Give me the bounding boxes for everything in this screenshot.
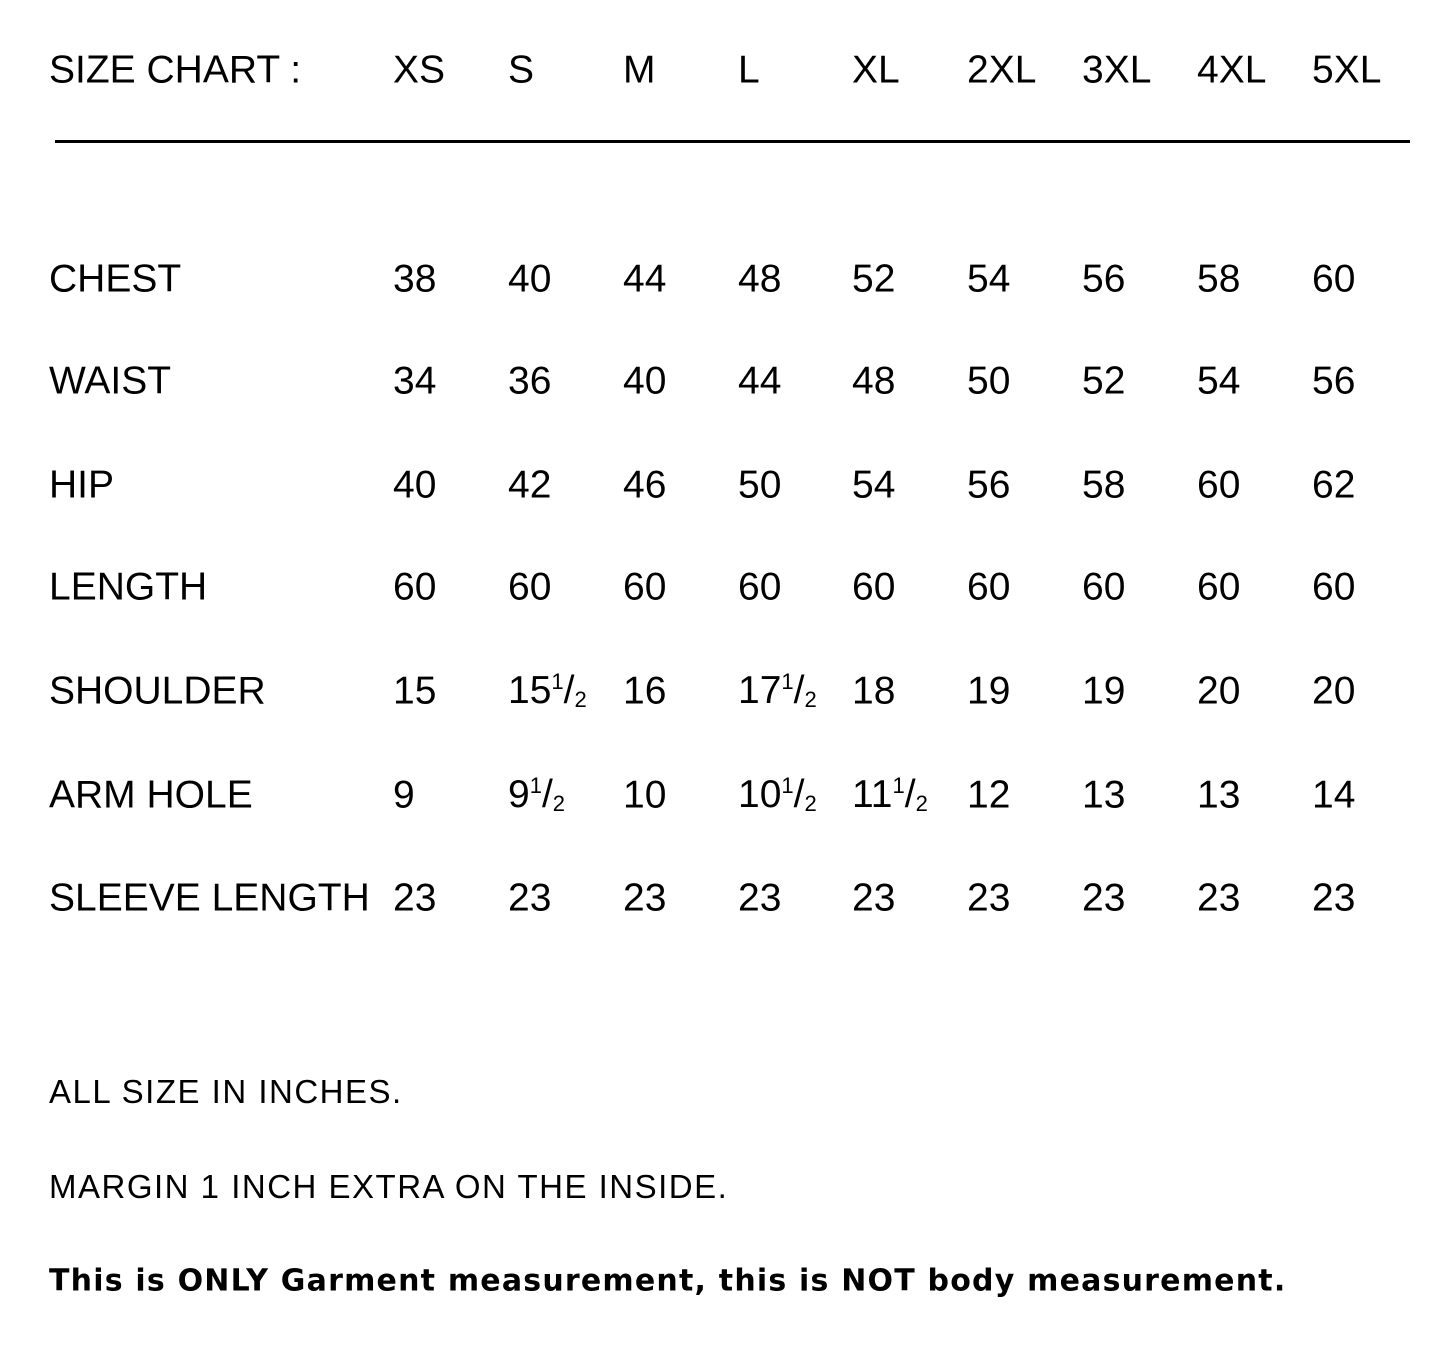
measurement-cell: 56	[1312, 359, 1356, 403]
measurement-cell: 56	[967, 463, 1011, 507]
measurement-cell: 50	[738, 463, 782, 507]
size-chart-title: SIZE CHART :	[49, 48, 302, 92]
measurement-cell: 48	[852, 359, 896, 403]
measurement-cell: 48	[738, 257, 782, 301]
measurement-cell: 60	[852, 565, 896, 609]
size-header-m: M	[623, 48, 656, 92]
measurement-cell: 23	[1312, 876, 1356, 920]
measurement-cell: 19	[967, 669, 1011, 713]
measurement-cell: 40	[623, 359, 667, 403]
size-header-4xl: 4XL	[1197, 48, 1267, 92]
measurement-cell: 9	[393, 773, 415, 817]
measurement-cell: 19	[1082, 669, 1126, 713]
size-header-5xl: 5XL	[1312, 48, 1382, 92]
measurement-cell: 23	[1197, 876, 1241, 920]
measurement-cell: 60	[738, 565, 782, 609]
measurement-cell: 20	[1312, 669, 1356, 713]
measurement-cell: 60	[393, 565, 437, 609]
measurement-cell: 44	[738, 359, 782, 403]
row-label: LENGTH	[49, 565, 208, 609]
measurement-cell: 23	[623, 876, 667, 920]
measurement-cell: 56	[1082, 257, 1126, 301]
measurement-cell: 38	[393, 257, 437, 301]
measurement-cell: 62	[1312, 463, 1356, 507]
measurement-cell: 111/2	[852, 773, 928, 816]
measurement-cell: 60	[1082, 565, 1126, 609]
measurement-cell: 10	[623, 773, 667, 817]
measurement-cell: 23	[738, 876, 782, 920]
measurement-cell: 52	[1082, 359, 1126, 403]
measurement-cell: 91/2	[508, 773, 566, 816]
size-header-s: S	[508, 48, 535, 92]
row-label: HIP	[49, 463, 115, 507]
measurement-cell: 54	[967, 257, 1011, 301]
measurement-cell: 42	[508, 463, 552, 507]
measurement-cell: 60	[1312, 257, 1356, 301]
units-note: ALL SIZE IN INCHES.	[49, 1073, 403, 1110]
measurement-cell: 58	[1197, 257, 1241, 301]
measurement-cell: 60	[1312, 565, 1356, 609]
row-label: WAIST	[49, 359, 172, 403]
size-header-xs: XS	[393, 48, 446, 92]
measurement-cell: 54	[852, 463, 896, 507]
row-label: CHEST	[49, 257, 182, 301]
measurement-cell: 40	[508, 257, 552, 301]
measurement-cell: 171/2	[738, 669, 817, 712]
margin-note: MARGIN 1 INCH EXTRA ON THE INSIDE.	[49, 1168, 729, 1205]
measurement-cell: 60	[508, 565, 552, 609]
measurement-cell: 23	[393, 876, 437, 920]
size-header-3xl: 3XL	[1082, 48, 1152, 92]
measurement-cell: 40	[393, 463, 437, 507]
measurement-cell: 12	[967, 773, 1011, 817]
header-divider	[55, 140, 1410, 143]
row-label: ARM HOLE	[49, 773, 253, 817]
measurement-cell: 44	[623, 257, 667, 301]
measurement-cell: 101/2	[738, 773, 817, 816]
measurement-cell: 60	[623, 565, 667, 609]
measurement-cell: 34	[393, 359, 437, 403]
measurement-cell: 60	[1197, 565, 1241, 609]
disclaimer-note: This is ONLY Garment measurement, this i…	[49, 1263, 1287, 1299]
measurement-cell: 13	[1197, 773, 1241, 817]
size-header-xl: XL	[852, 48, 900, 92]
measurement-cell: 23	[852, 876, 896, 920]
measurement-cell: 20	[1197, 669, 1241, 713]
measurement-cell: 46	[623, 463, 667, 507]
measurement-cell: 13	[1082, 773, 1126, 817]
size-header-2xl: 2XL	[967, 48, 1037, 92]
measurement-cell: 60	[1197, 463, 1241, 507]
measurement-cell: 151/2	[508, 669, 587, 712]
measurement-cell: 18	[852, 669, 896, 713]
measurement-cell: 23	[508, 876, 552, 920]
measurement-cell: 14	[1312, 773, 1356, 817]
measurement-cell: 23	[967, 876, 1011, 920]
measurement-cell: 60	[967, 565, 1011, 609]
measurement-cell: 54	[1197, 359, 1241, 403]
measurement-cell: 23	[1082, 876, 1126, 920]
row-label: SLEEVE LENGTH	[49, 876, 370, 920]
measurement-cell: 50	[967, 359, 1011, 403]
measurement-cell: 52	[852, 257, 896, 301]
size-header-l: L	[738, 48, 760, 92]
measurement-cell: 15	[393, 669, 437, 713]
row-label: SHOULDER	[49, 669, 266, 713]
measurement-cell: 58	[1082, 463, 1126, 507]
measurement-cell: 16	[623, 669, 667, 713]
measurement-cell: 36	[508, 359, 552, 403]
